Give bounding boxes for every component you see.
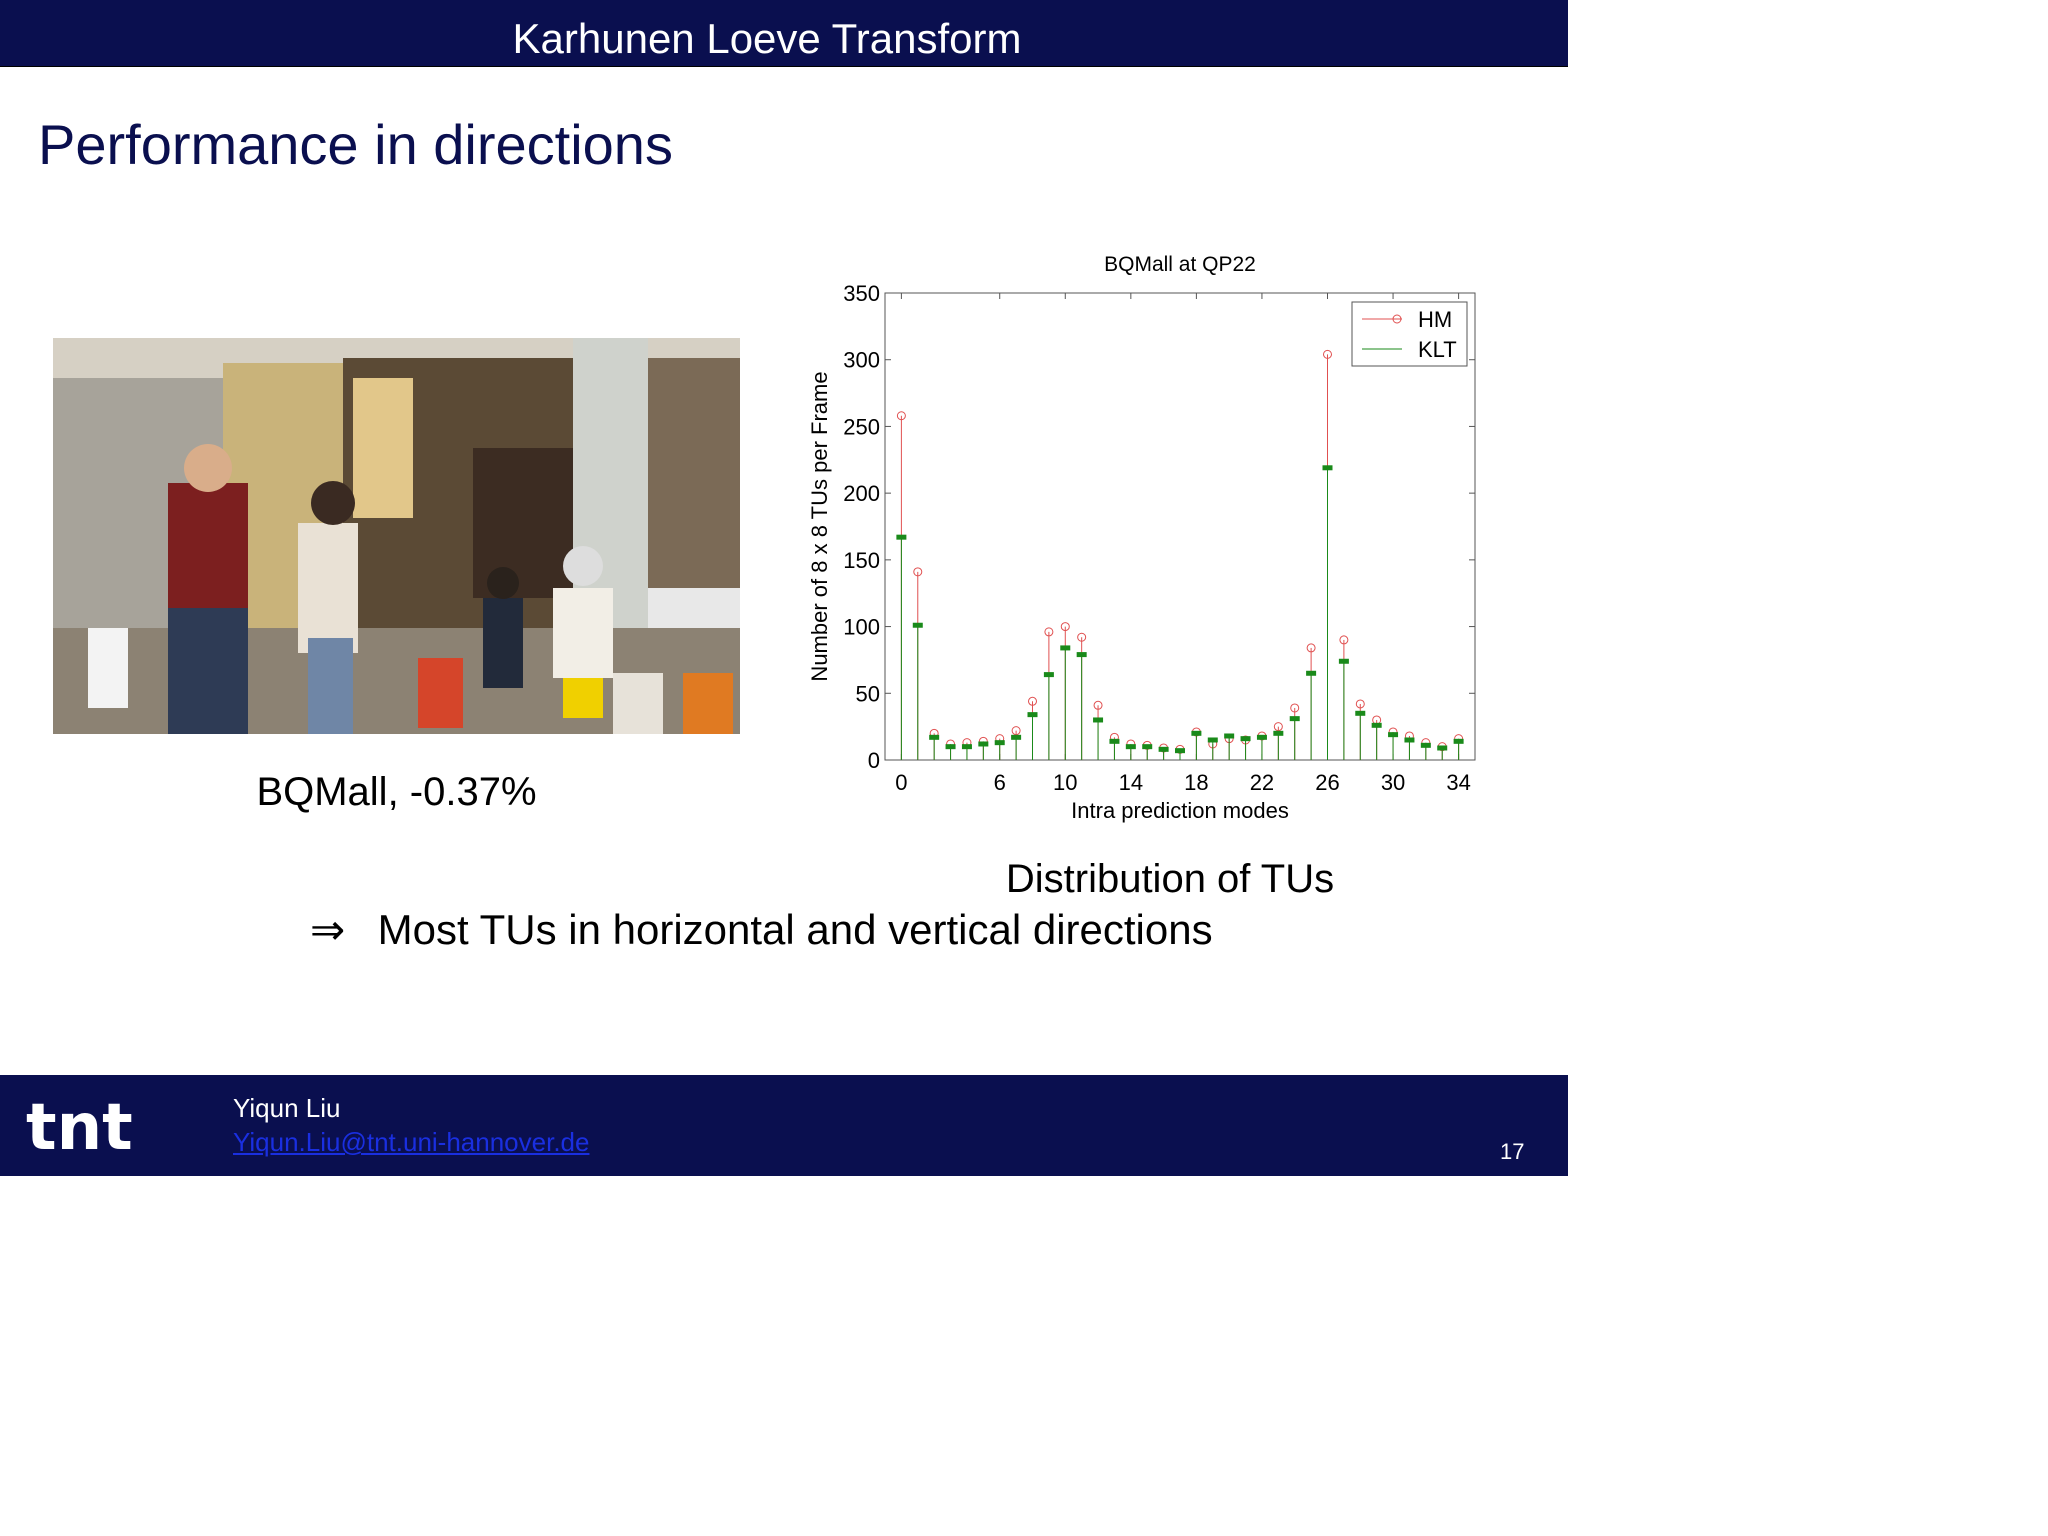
legend-hm-label: HM	[1418, 307, 1452, 332]
x-tick-label: 34	[1446, 770, 1470, 795]
footer-bar: tnt Yiqun Liu Yiqun.Liu@tnt.uni-hannover…	[0, 1075, 1568, 1176]
klt-point	[1289, 716, 1300, 722]
hm-point	[1355, 699, 1365, 709]
klt-point	[978, 741, 989, 747]
hm-point	[1273, 722, 1283, 732]
y-tick-label: 350	[843, 281, 880, 306]
klt-point	[1371, 722, 1382, 728]
conclusion-line: ⇒ Most TUs in horizontal and vertical di…	[310, 905, 1213, 955]
klt-point	[896, 534, 907, 540]
author-email-link[interactable]: Yiqun.Liu@tnt.uni-hannover.de	[233, 1127, 590, 1157]
y-tick-label: 250	[843, 414, 880, 439]
klt-point	[1240, 736, 1251, 742]
tnt-logo: tnt	[26, 1091, 133, 1161]
hm-point	[1011, 726, 1021, 736]
klt-point	[1404, 737, 1415, 743]
klt-point	[1060, 645, 1071, 651]
y-tick-label: 300	[843, 348, 880, 373]
chart-title: BQMall at QP22	[1104, 253, 1256, 276]
chart-caption: Distribution of TUs	[1005, 857, 1335, 901]
klt-point	[1256, 734, 1267, 740]
klt-point	[1420, 742, 1431, 748]
x-tick-label: 26	[1315, 770, 1339, 795]
hm-point	[1093, 700, 1103, 710]
klt-point	[1388, 732, 1399, 738]
x-tick-label: 0	[895, 770, 907, 795]
hm-point	[913, 567, 923, 577]
title-banner: Karhunen Loeve Transform	[0, 0, 1568, 67]
x-tick-label: 18	[1184, 770, 1208, 795]
chart-stems	[896, 349, 1464, 760]
conclusion-text: Most TUs in horizontal and vertical dire…	[377, 906, 1213, 953]
x-tick-label: 14	[1119, 770, 1143, 795]
x-tick-label: 30	[1381, 770, 1405, 795]
implies-arrow-icon: ⇒	[310, 906, 346, 953]
legend-hm-marker	[1392, 314, 1402, 324]
legend-box	[1351, 301, 1468, 367]
klt-point	[1011, 734, 1022, 740]
chart-legend: HM KLT	[1351, 301, 1468, 367]
hm-point	[1290, 703, 1300, 713]
hm-point	[1060, 622, 1070, 632]
klt-point	[1273, 730, 1284, 736]
klt-point	[1125, 744, 1136, 750]
klt-point	[1355, 710, 1366, 716]
klt-point	[1191, 730, 1202, 736]
slide-heading: Performance in directions	[38, 113, 673, 176]
klt-point	[1322, 465, 1333, 471]
klt-point	[994, 740, 1005, 746]
klt-point	[1207, 737, 1218, 743]
klt-point	[1437, 745, 1448, 751]
klt-point	[1043, 672, 1054, 678]
klt-point	[945, 744, 956, 750]
y-tick-label: 50	[856, 681, 880, 706]
klt-point	[1158, 746, 1169, 752]
klt-point	[961, 744, 972, 750]
klt-point	[912, 622, 923, 628]
klt-point	[1453, 738, 1464, 744]
hm-point	[1339, 635, 1349, 645]
y-tick-label: 0	[868, 748, 880, 773]
klt-point	[1109, 738, 1120, 744]
hm-point	[1306, 643, 1316, 653]
klt-point	[1175, 748, 1185, 754]
author-name: Yiqun Liu	[233, 1093, 341, 1123]
klt-point	[1338, 658, 1349, 664]
hm-point	[896, 411, 906, 421]
x-tick-label: 6	[994, 770, 1006, 795]
logo-text: tnt	[26, 1091, 133, 1161]
y-tick-label: 100	[843, 615, 880, 640]
chart-axes: 0 50 100 150 200 250 300 350 0 6 10 14 18 22 26 30 34 BQM…	[807, 253, 1476, 823]
y-tick-label: 150	[843, 548, 880, 573]
klt-point	[1142, 744, 1153, 750]
tu-distribution-chart: 0 50 100 150 200 250 300 350 0 6 10 14 18 22 26 30 34 BQM…	[807, 253, 1476, 823]
klt-point	[1093, 717, 1104, 723]
x-tick-label: 22	[1250, 770, 1274, 795]
bqmall-photo	[53, 338, 740, 734]
klt-point	[1306, 670, 1317, 676]
klt-point	[1076, 652, 1087, 658]
hm-point	[1077, 632, 1087, 642]
y-tick-label: 200	[843, 481, 880, 506]
presentation-title: Karhunen Loeve Transform	[512, 15, 1022, 62]
x-axis-label: Intra prediction modes	[1071, 798, 1289, 823]
hm-point	[1044, 627, 1054, 637]
mall-scene-illustration	[53, 338, 740, 734]
page-number: 17	[1500, 1139, 1525, 1164]
y-axis-label: Number of 8 x 8 TUs per Frame	[807, 371, 832, 681]
klt-point	[1224, 733, 1235, 739]
klt-point	[929, 734, 940, 740]
legend-klt-label: KLT	[1418, 337, 1457, 362]
klt-point	[1027, 712, 1038, 718]
photo-caption: BQMall, -0.37%	[256, 770, 537, 814]
hm-point	[1323, 349, 1332, 359]
hm-point	[1028, 696, 1037, 706]
x-tick-label: 10	[1053, 770, 1077, 795]
